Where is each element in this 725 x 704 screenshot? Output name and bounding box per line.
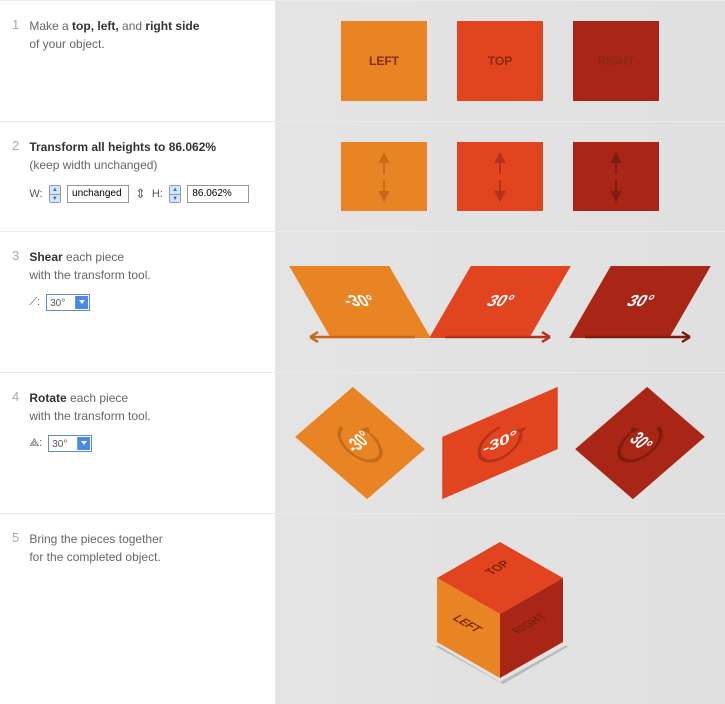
step-2-visual: [275, 122, 725, 231]
step-5-row: 5 Bring the pieces togetherfor the compl…: [0, 513, 725, 704]
rotate-controls: ⟁: 30°: [29, 435, 249, 452]
shear-controls: ⟋: 30°: [29, 294, 249, 311]
step-2-text: 2 Transform all heights to 86.062%(keep …: [0, 122, 275, 231]
rotate-label: ⟁:: [29, 435, 42, 452]
step-description: Bring the pieces togetherfor the complet…: [29, 530, 249, 566]
step-3-text: 3 Shear each piecewith the transform too…: [0, 232, 275, 372]
step-description: Shear each piecewith the transform tool.…: [29, 248, 249, 311]
link-icon[interactable]: ⇕: [135, 184, 146, 204]
transform-controls: W: ▲▼ ⇕ H: ▲▼: [29, 184, 249, 204]
top-rotate-wrap: -30°: [435, 393, 565, 493]
left-face-scaled: [341, 142, 427, 211]
rotate-select[interactable]: 30°: [48, 435, 92, 452]
step-description: Make a top, left, and right sideof your …: [29, 17, 249, 53]
step-1-text: 1 Make a top, left, and right sideof you…: [0, 1, 275, 121]
shear-arrow-icon: [300, 327, 420, 347]
step-2-row: 2 Transform all heights to 86.062%(keep …: [0, 121, 725, 231]
width-input[interactable]: [67, 185, 129, 203]
height-input[interactable]: [187, 185, 249, 203]
step-1-visual: LEFT TOP RIGHT: [275, 1, 725, 121]
top-shear-wrap: 30°: [435, 252, 565, 352]
shear-select[interactable]: 30°: [46, 294, 90, 311]
step-4-row: 4 Rotate each piecewith the transform to…: [0, 372, 725, 513]
height-stepper[interactable]: ▲▼: [169, 185, 181, 203]
cube-svg: [415, 534, 585, 684]
top-face-square: TOP: [457, 21, 543, 101]
right-shear-wrap: 30°: [575, 252, 705, 352]
shear-arrow-icon: [440, 327, 560, 347]
left-shear-wrap: -30°: [295, 252, 425, 352]
compress-arrows-icon: [606, 152, 626, 202]
width-label: W:: [29, 186, 42, 203]
compress-arrows-icon: [490, 152, 510, 202]
step-description: Transform all heights to 86.062%(keep wi…: [29, 138, 249, 204]
shear-label: ⟋:: [29, 294, 40, 311]
top-face-scaled: [457, 142, 543, 211]
step-number: 2: [12, 138, 26, 153]
step-3-visual: -30° 30° 30°: [275, 232, 725, 372]
right-rotate-wrap: 30°: [575, 393, 705, 493]
step-3-row: 3 Shear each piecewith the transform too…: [0, 231, 725, 372]
compress-arrows-icon: [374, 152, 394, 202]
step-4-text: 4 Rotate each piecewith the transform to…: [0, 373, 275, 513]
isometric-cube: TOP LEFT RIGHT: [415, 534, 585, 684]
shear-arrow-icon: [580, 327, 700, 347]
right-face-scaled: [573, 142, 659, 211]
step-number: 5: [12, 530, 26, 545]
right-face-rotated: 30°: [575, 387, 705, 499]
left-face-rotated: -30°: [295, 387, 425, 499]
step-5-text: 5 Bring the pieces togetherfor the compl…: [0, 514, 275, 704]
width-stepper[interactable]: ▲▼: [49, 185, 61, 203]
step-number: 1: [12, 17, 26, 32]
right-face-square: RIGHT: [573, 21, 659, 101]
height-label: H:: [152, 186, 163, 203]
step-1-row: 1 Make a top, left, and right sideof you…: [0, 0, 725, 121]
left-rotate-wrap: -30°: [295, 393, 425, 493]
step-4-visual: -30° -30° 30°: [275, 373, 725, 513]
step-number: 3: [12, 248, 26, 263]
step-5-visual: TOP LEFT RIGHT: [275, 514, 725, 704]
top-face-rotated: -30°: [442, 387, 557, 499]
step-description: Rotate each piecewith the transform tool…: [29, 389, 249, 452]
left-face-square: LEFT: [341, 21, 427, 101]
step-number: 4: [12, 389, 26, 404]
